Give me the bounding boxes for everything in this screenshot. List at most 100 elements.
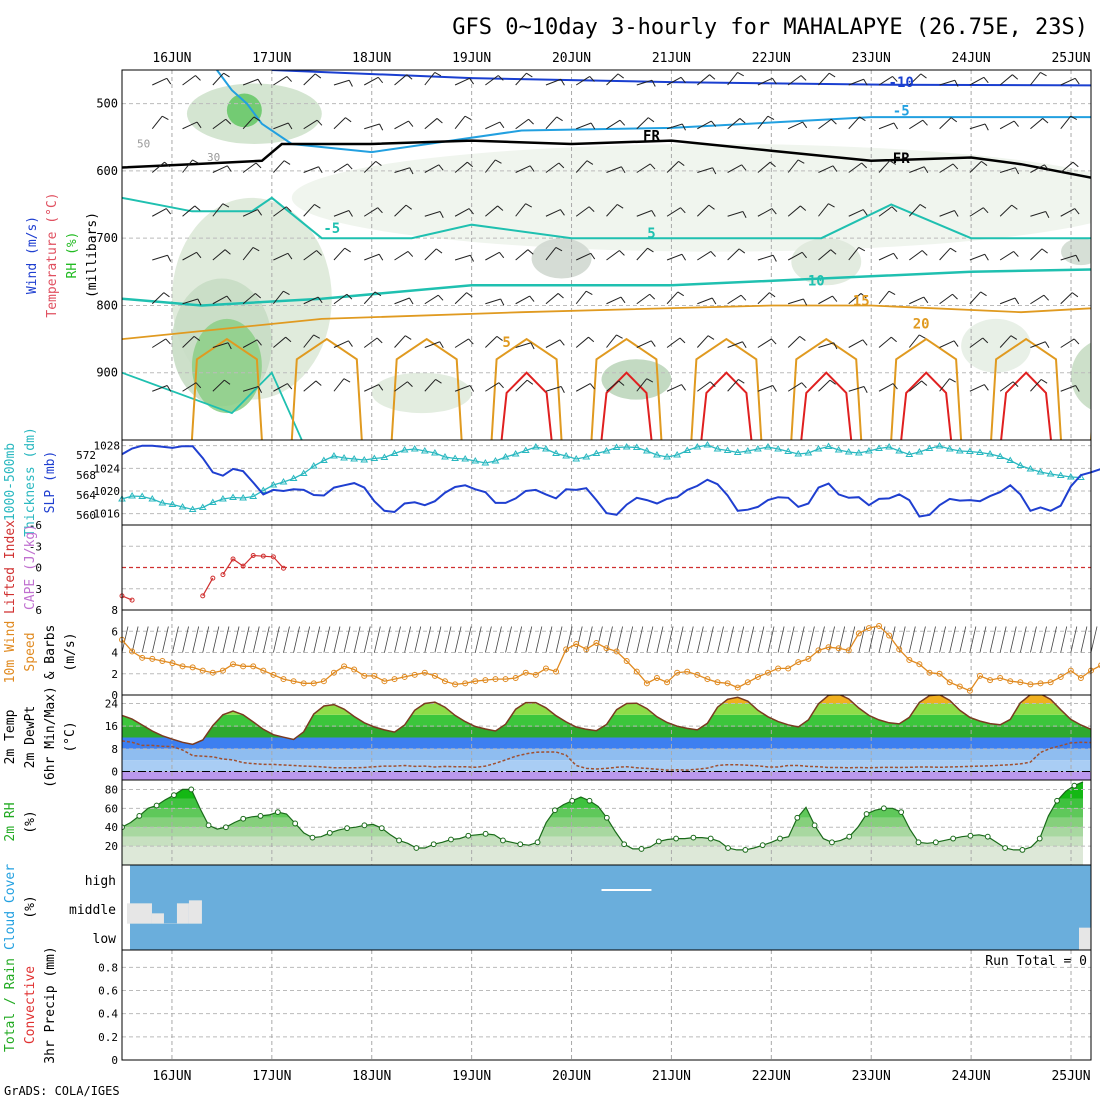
wind-barb bbox=[878, 75, 893, 86]
wind-barb bbox=[999, 297, 1016, 305]
wind-barb bbox=[983, 384, 989, 391]
wind-barb bbox=[999, 250, 1014, 261]
temp-color-band bbox=[122, 771, 1091, 780]
y-tick-label: 16 bbox=[105, 720, 118, 733]
wind-barb bbox=[848, 209, 864, 217]
wind-barb bbox=[364, 384, 379, 392]
contour-label: 5 bbox=[647, 226, 655, 242]
temp-contour bbox=[900, 371, 953, 440]
wind-speed-marker bbox=[442, 678, 448, 685]
wind-barb bbox=[590, 122, 596, 130]
wind-barb bbox=[878, 252, 894, 261]
wind-barb bbox=[908, 626, 916, 653]
wind-barb bbox=[364, 76, 379, 86]
wind-barb bbox=[333, 378, 345, 392]
thickness-marker bbox=[431, 449, 439, 456]
wind-barb bbox=[394, 626, 401, 653]
wind-barb bbox=[182, 121, 198, 130]
wind-barb bbox=[621, 166, 626, 174]
rh-marker bbox=[257, 812, 264, 819]
wind-barb bbox=[787, 626, 795, 653]
wind-barb bbox=[606, 166, 622, 173]
wind-barb bbox=[497, 75, 504, 81]
rh-marker bbox=[222, 824, 229, 831]
rh-color-band bbox=[122, 836, 1083, 847]
wind-barb bbox=[831, 118, 837, 125]
thickness-marker bbox=[168, 500, 177, 507]
wind-barb bbox=[226, 165, 232, 172]
rh-shading bbox=[531, 238, 592, 279]
rh-marker bbox=[378, 825, 385, 832]
wind-barb bbox=[375, 160, 382, 166]
wind-barb bbox=[1013, 120, 1019, 127]
wind-barb bbox=[256, 339, 262, 346]
wind-speed-marker bbox=[997, 675, 1004, 681]
y-tick-label: 0 bbox=[111, 766, 118, 779]
lifted-index-marker bbox=[270, 554, 276, 560]
rh-contour-label: 30 bbox=[207, 151, 220, 164]
wind-barb bbox=[333, 79, 350, 86]
wind-barb bbox=[619, 119, 626, 126]
wind-speed-marker bbox=[896, 646, 903, 653]
wind-speed-marker bbox=[765, 669, 771, 676]
wind-speed-marker bbox=[643, 680, 650, 687]
y-tick-label: 0 bbox=[111, 1054, 118, 1067]
wind-barb bbox=[575, 160, 588, 173]
cloud-gap bbox=[176, 903, 189, 924]
wind-barb bbox=[1009, 626, 1017, 653]
wind-barb bbox=[606, 334, 617, 348]
wind-speed-marker bbox=[169, 660, 176, 667]
wind-barb bbox=[606, 296, 622, 305]
thickness-marker bbox=[309, 462, 318, 469]
wind-speed-marker bbox=[179, 663, 186, 670]
wind-barb bbox=[454, 254, 471, 261]
wind-barb bbox=[767, 115, 775, 121]
wind-barb bbox=[999, 204, 1013, 217]
thickness-marker bbox=[703, 441, 712, 448]
thickness-marker bbox=[400, 446, 409, 453]
wind-barb bbox=[1030, 379, 1042, 392]
wind-barb bbox=[273, 206, 287, 217]
rh-marker bbox=[673, 835, 679, 842]
wind-barb bbox=[727, 72, 738, 86]
wind-barb bbox=[222, 203, 230, 208]
thickness-marker bbox=[461, 455, 470, 462]
wind-barb bbox=[424, 118, 438, 130]
wind-speed-marker bbox=[573, 641, 580, 647]
wind-barb bbox=[1043, 294, 1050, 301]
wind-barb bbox=[1030, 294, 1045, 305]
wind-barb bbox=[165, 338, 171, 345]
cloud-layer-label: low bbox=[93, 932, 117, 947]
thickness-marker bbox=[915, 448, 924, 455]
wind-barb bbox=[409, 167, 414, 175]
side-title: Thickness (dm) bbox=[23, 427, 38, 537]
wind-barb bbox=[1090, 626, 1098, 653]
wind-barb bbox=[225, 118, 232, 125]
contour-label: -5 bbox=[893, 104, 910, 120]
wind-barb bbox=[495, 159, 502, 164]
thickness-marker bbox=[279, 478, 288, 485]
contour-label: FR bbox=[643, 129, 660, 145]
wind-barb bbox=[922, 119, 928, 126]
panel-frames bbox=[121, 69, 1092, 1061]
wind-barb bbox=[252, 247, 260, 252]
wind-barb bbox=[727, 211, 744, 217]
side-title: Cloud Cover bbox=[3, 864, 18, 950]
wind-barb bbox=[363, 291, 376, 305]
upper-air-labels: -10 -5 FR FR -5 5 10 15 20 5 50 30 500 600 700 800 900 bbox=[96, 75, 929, 380]
y-tick-label: 500 bbox=[96, 97, 118, 111]
thickness-marker bbox=[148, 495, 157, 502]
wind-barb bbox=[800, 75, 807, 81]
wind-barb bbox=[316, 250, 322, 256]
wind-barb bbox=[212, 165, 228, 173]
wind-barb bbox=[560, 79, 565, 86]
wind-barb bbox=[525, 626, 533, 653]
date-tick-top: 20JUN bbox=[552, 51, 591, 66]
wind-barb bbox=[313, 334, 321, 339]
wind-barb bbox=[767, 626, 775, 653]
wind-speed-marker bbox=[482, 677, 489, 684]
wind-barb bbox=[454, 385, 471, 392]
wind-speed-marker bbox=[149, 655, 156, 662]
rh-marker bbox=[569, 797, 576, 804]
wind-barb bbox=[262, 626, 270, 653]
